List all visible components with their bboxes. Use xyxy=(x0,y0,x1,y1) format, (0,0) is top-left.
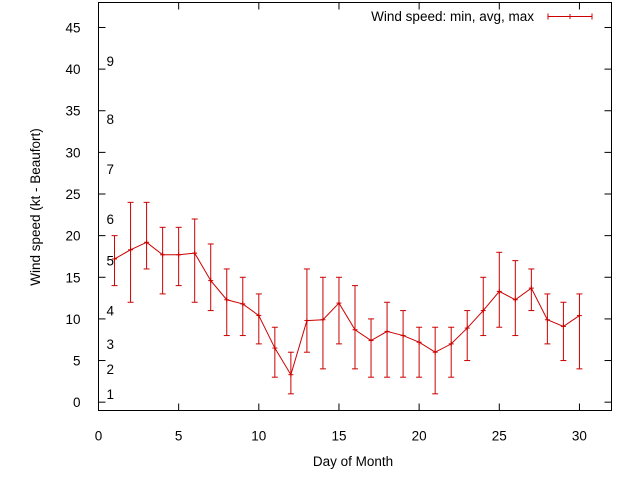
x-axis-label: Day of Month xyxy=(313,454,393,469)
x-tick-label: 30 xyxy=(572,429,587,444)
legend-sample xyxy=(547,13,593,20)
x-axis: 0 5 10 15 20 25 30 xyxy=(95,2,587,444)
beaufort-label: 4 xyxy=(107,304,115,319)
y-tick-label: 40 xyxy=(65,62,80,77)
legend-label: Wind speed: min, avg, max xyxy=(371,9,534,24)
x-tick-label: 5 xyxy=(175,429,183,444)
series-lines xyxy=(112,239,582,378)
x-tick-label: 10 xyxy=(251,429,266,444)
beaufort-label: 5 xyxy=(107,254,115,269)
x-tick-label: 0 xyxy=(95,429,103,444)
y-tick-label: 15 xyxy=(65,270,80,285)
y-tick-label: 25 xyxy=(65,187,80,202)
y-tick-label: 20 xyxy=(65,229,80,244)
y-axis-label: Wind speed (kt - Beaufort) xyxy=(28,128,43,286)
y-tick-label: 45 xyxy=(65,20,80,35)
beaufort-label: 2 xyxy=(107,362,115,377)
x-tick-label: 20 xyxy=(412,429,427,444)
y-tick-label: 5 xyxy=(73,354,81,369)
legend: Wind speed: min, avg, max xyxy=(371,9,593,24)
y-tick-label: 30 xyxy=(65,145,80,160)
beaufort-label: 3 xyxy=(107,337,115,352)
beaufort-scale: 1 2 3 4 5 6 7 8 9 xyxy=(107,54,115,402)
plot-frame xyxy=(98,2,612,411)
beaufort-label: 9 xyxy=(107,54,115,69)
beaufort-label: 1 xyxy=(107,387,115,402)
y-tick-label: 0 xyxy=(73,395,81,410)
series-line xyxy=(114,241,580,376)
y-tick-label: 35 xyxy=(65,104,80,119)
y-tick-label: 10 xyxy=(65,312,80,327)
beaufort-label: 6 xyxy=(107,212,115,227)
beaufort-label: 7 xyxy=(107,162,115,177)
beaufort-label: 8 xyxy=(107,112,115,127)
x-tick-label: 15 xyxy=(331,429,346,444)
x-tick-label: 25 xyxy=(492,429,507,444)
